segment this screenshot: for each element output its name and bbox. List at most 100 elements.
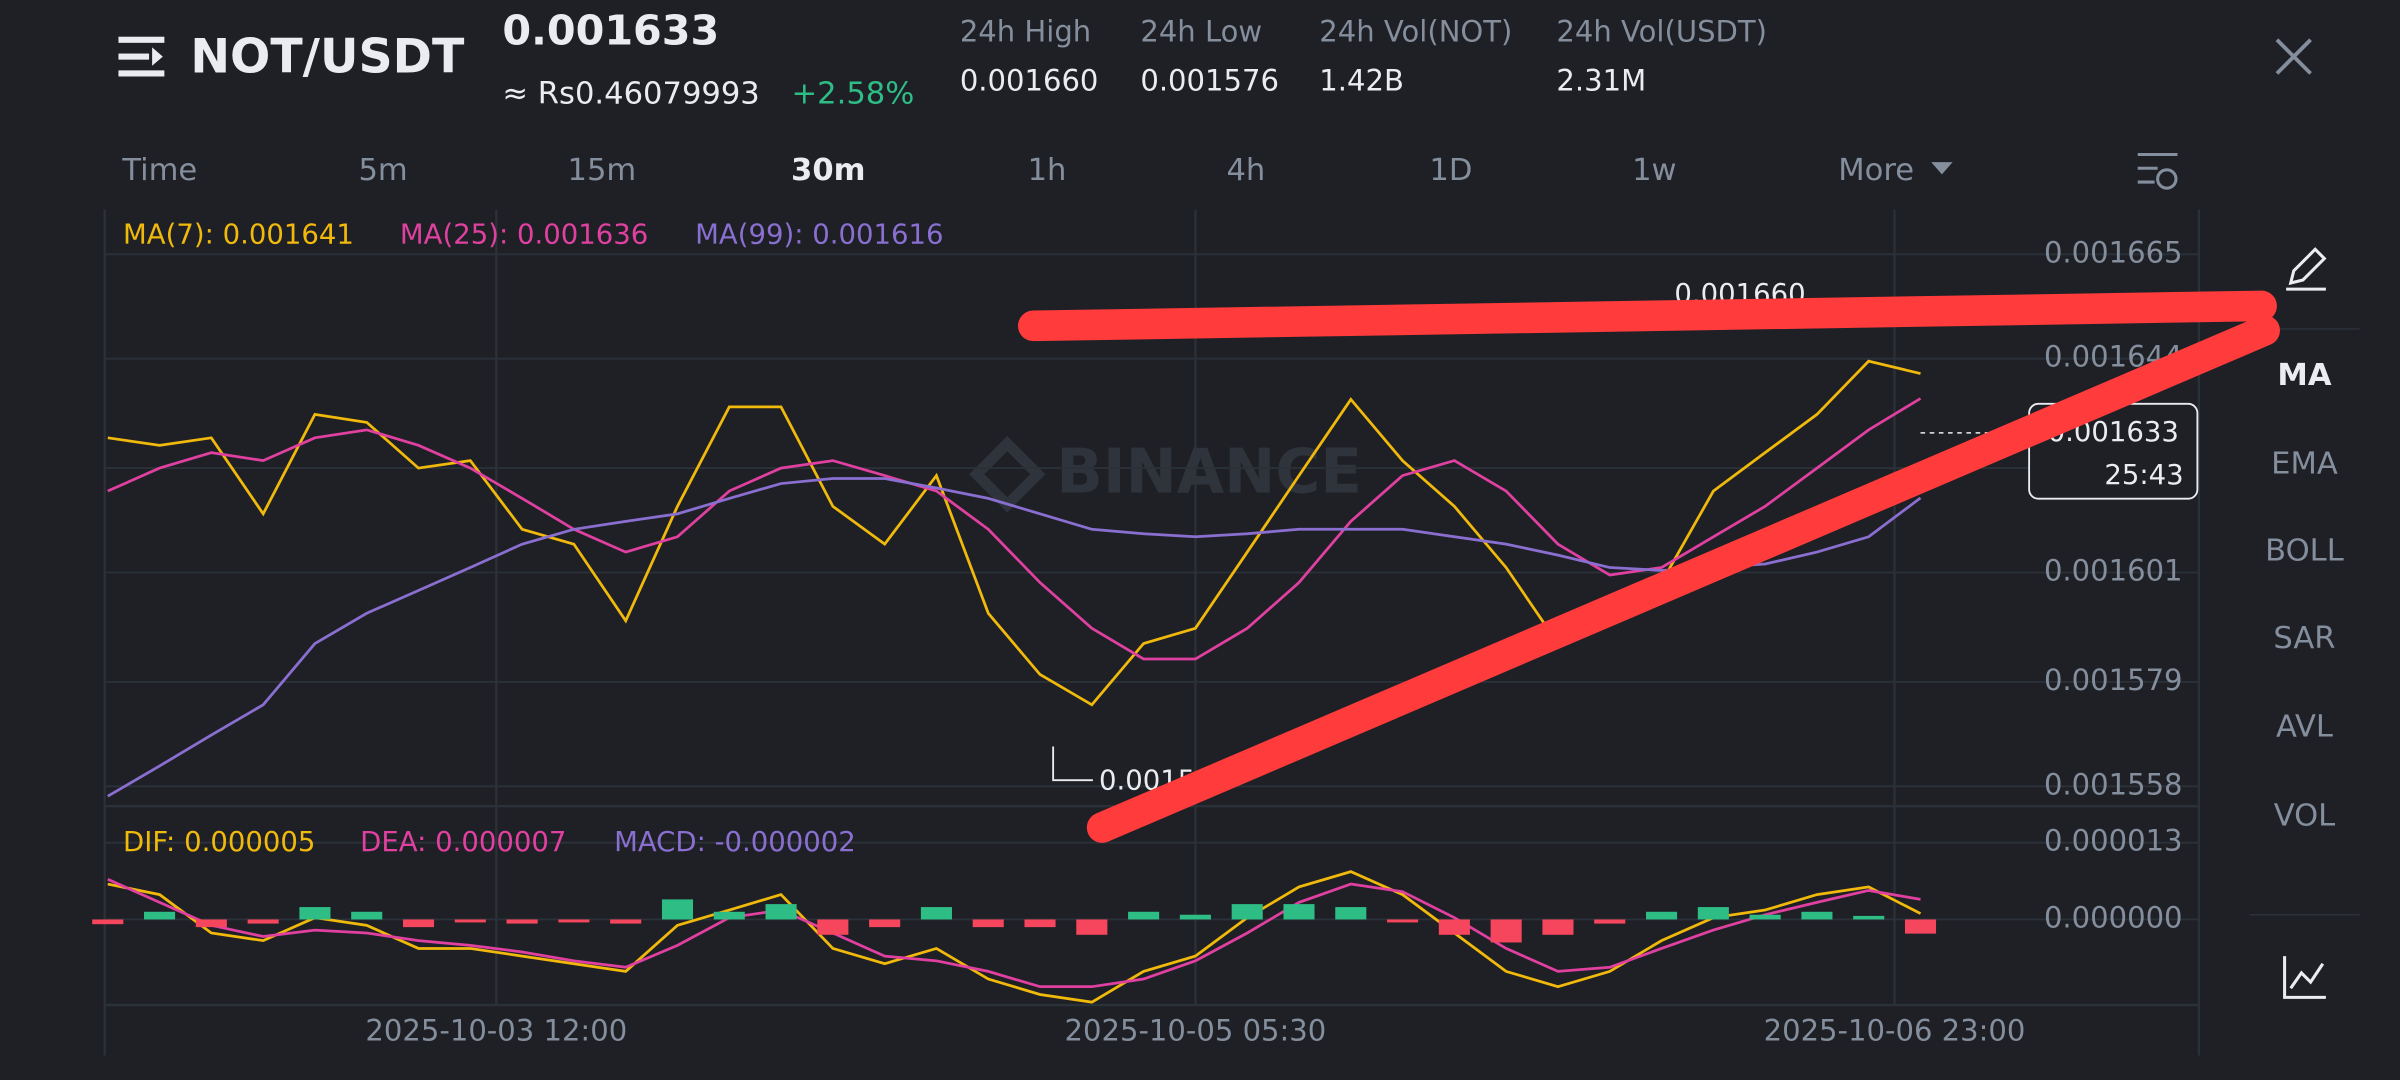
stat-label: 24h High bbox=[960, 15, 1091, 49]
histogram-bar bbox=[1128, 911, 1160, 920]
histogram-bar bbox=[195, 919, 227, 928]
histogram-bar bbox=[661, 899, 694, 920]
pair: NOT/USDT bbox=[190, 30, 465, 85]
stats: 24h High 0.001660 24h Low 0.001576 24h Vol(N… bbox=[960, 15, 1767, 98]
macd-pane: 0.000013 0.000000 DIF: 0.000005 DEA: 0.0000… bbox=[92, 824, 2199, 1004]
indicator-tab[interactable]: MA bbox=[2277, 358, 2331, 393]
stat-value: 1.42B bbox=[1319, 64, 1404, 98]
histogram-bar bbox=[454, 919, 486, 923]
indicator-line bbox=[107, 397, 1922, 661]
indicator-line bbox=[107, 870, 1922, 1004]
histogram-bar bbox=[817, 919, 849, 935]
stat-value: 2.31M bbox=[1556, 64, 1646, 98]
histogram-bar bbox=[1335, 907, 1367, 920]
histogram-bar bbox=[1438, 919, 1470, 935]
interval-tab[interactable]: 5m bbox=[358, 153, 407, 188]
histogram-bar bbox=[1179, 914, 1211, 920]
indicator-tab[interactable]: SAR bbox=[2273, 621, 2335, 656]
legend-entry: MA(99): 0.001616 bbox=[695, 219, 943, 251]
interval-tab[interactable]: More bbox=[1838, 153, 1914, 188]
legend-entry: MA(25): 0.001636 bbox=[400, 219, 648, 251]
histogram-bar bbox=[1853, 915, 1885, 920]
interval-tab[interactable]: Time bbox=[121, 153, 197, 188]
indicator-line bbox=[107, 477, 1922, 798]
watermark-text: BINANCE bbox=[1056, 436, 1362, 507]
chart-icon[interactable] bbox=[2283, 956, 2326, 999]
stat-value: 0.001660 bbox=[960, 64, 1099, 98]
histogram-bar bbox=[1801, 911, 1833, 920]
y-tick-label: 0.001601 bbox=[2044, 554, 2183, 588]
indicator-tab[interactable]: BOLL bbox=[2265, 534, 2344, 569]
settings-icon[interactable] bbox=[2137, 152, 2178, 190]
indicator-tab[interactable]: VOL bbox=[2274, 798, 2336, 833]
fiat-price: ≈ Rs0.46079993 bbox=[502, 76, 759, 111]
interval-tab[interactable]: 1w bbox=[1632, 153, 1676, 188]
menu-icon[interactable] bbox=[118, 36, 165, 77]
time-label: 2025-10-05 05:30 bbox=[1065, 1014, 1327, 1048]
interval-tab[interactable]: 30m bbox=[791, 153, 865, 188]
histogram-bar bbox=[610, 919, 642, 924]
close-button[interactable] bbox=[2275, 38, 2312, 75]
indicator-tab[interactable]: EMA bbox=[2271, 447, 2338, 482]
histogram-bar bbox=[144, 911, 176, 920]
legend-entry: MACD: -0.000002 bbox=[614, 826, 856, 858]
stat-label: 24h Low bbox=[1140, 15, 1262, 49]
histogram-bar bbox=[402, 919, 435, 928]
interval-tab[interactable]: 1h bbox=[1028, 153, 1067, 188]
last-price: 0.001633 bbox=[502, 7, 719, 55]
more-caret[interactable] bbox=[1931, 162, 1953, 175]
drawn-trendlines bbox=[1017, 290, 2280, 843]
time-label: 2025-10-03 12:00 bbox=[365, 1014, 627, 1048]
y-tick-label: 0.000000 bbox=[2044, 900, 2183, 934]
histogram-bar bbox=[1542, 919, 1574, 935]
histogram-bar bbox=[1594, 919, 1626, 924]
interval-tab[interactable]: 15m bbox=[568, 153, 637, 188]
interval-tabs: Time 5m 15m 30m 1h 4h 1D 1w More bbox=[121, 153, 1914, 188]
countdown: 25:43 bbox=[2104, 459, 2183, 491]
interval-tab[interactable]: 4h bbox=[1226, 153, 1265, 188]
histogram-bar bbox=[1749, 914, 1781, 920]
time-axis: 2025-10-03 12:00 2025-10-05 05:30 2025-10-… bbox=[365, 1014, 2025, 1048]
stat-label: 24h Vol(NOT) bbox=[1319, 15, 1512, 49]
stat-value: 0.001576 bbox=[1140, 64, 1279, 98]
histogram-bar bbox=[1387, 919, 1419, 923]
stat-label: 24h Vol(USDT) bbox=[1556, 15, 1767, 49]
histogram-bar bbox=[1697, 907, 1729, 920]
indicator-line bbox=[107, 878, 1921, 989]
histogram-bar bbox=[351, 911, 383, 920]
histogram-bar bbox=[92, 919, 124, 925]
histogram-bar bbox=[1646, 911, 1678, 920]
legend-entry: DIF: 0.000005 bbox=[123, 826, 315, 858]
histogram-bar bbox=[713, 911, 745, 920]
histogram-bar bbox=[1024, 919, 1056, 928]
legend-entry: MA(7): 0.001641 bbox=[123, 219, 354, 251]
histogram-bar bbox=[1904, 919, 1937, 934]
indicator-list: MA EMA BOLL SAR AVL VOL bbox=[2265, 358, 2344, 834]
y-tick-label: 0.001665 bbox=[2044, 235, 2183, 269]
time-label: 2025-10-06 23:00 bbox=[1764, 1014, 2026, 1048]
low-pointer bbox=[1052, 746, 1093, 782]
histogram-bar bbox=[247, 919, 279, 924]
histogram-bar bbox=[1283, 904, 1315, 920]
histogram-bar bbox=[506, 919, 538, 924]
draw-icon[interactable] bbox=[2286, 247, 2327, 291]
y-tick-label: 0.001579 bbox=[2044, 663, 2183, 697]
indicator-tab[interactable]: AVL bbox=[2276, 710, 2333, 745]
change: +2.58% bbox=[792, 76, 915, 111]
histogram-bar bbox=[1231, 904, 1263, 920]
histogram-bar bbox=[920, 907, 952, 920]
histogram-bar bbox=[1076, 919, 1108, 935]
histogram-bar bbox=[972, 919, 1004, 928]
y-tick-label: 0.001558 bbox=[2044, 767, 2183, 801]
histogram-bar bbox=[869, 919, 901, 928]
interval-tab[interactable]: 1D bbox=[1429, 153, 1472, 188]
legend-entry: DEA: 0.000007 bbox=[360, 826, 566, 858]
histogram-bar bbox=[558, 919, 590, 923]
histogram-bar bbox=[299, 907, 331, 920]
histogram-bar bbox=[1490, 919, 1522, 943]
y-tick-label: 0.000013 bbox=[2044, 824, 2183, 858]
histogram-bar bbox=[765, 904, 797, 920]
